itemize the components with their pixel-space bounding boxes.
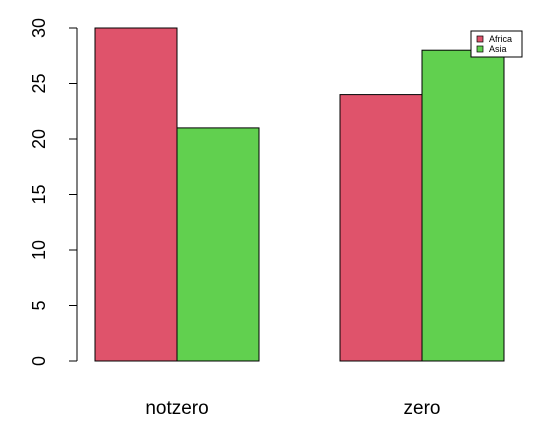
bar-africa-zero [339, 94, 423, 362]
legend-box [470, 30, 523, 58]
legend-label-asia: Asia [489, 44, 507, 54]
y-tick-label: 15 [29, 184, 49, 204]
x-axis-labels: notzero zero [145, 398, 440, 419]
y-axis: 0 5 10 15 20 25 30 [29, 18, 78, 366]
legend-label-africa: Africa [489, 34, 512, 44]
bar-asia-zero [421, 49, 505, 362]
y-tick-label: 20 [29, 129, 49, 149]
y-tick-label: 5 [29, 300, 49, 310]
bars [94, 27, 505, 362]
y-tick-label: 10 [29, 240, 49, 260]
x-label-zero: zero [404, 398, 441, 419]
y-tick-label: 0 [29, 356, 49, 366]
y-tick-label: 25 [29, 73, 49, 93]
legend-swatch-asia [476, 45, 484, 53]
bar-africa-notzero [94, 27, 178, 362]
legend-swatch-africa [476, 35, 484, 43]
x-label-notzero: notzero [145, 398, 208, 419]
bar-asia-notzero [176, 127, 260, 362]
y-tick-label: 30 [29, 18, 49, 38]
